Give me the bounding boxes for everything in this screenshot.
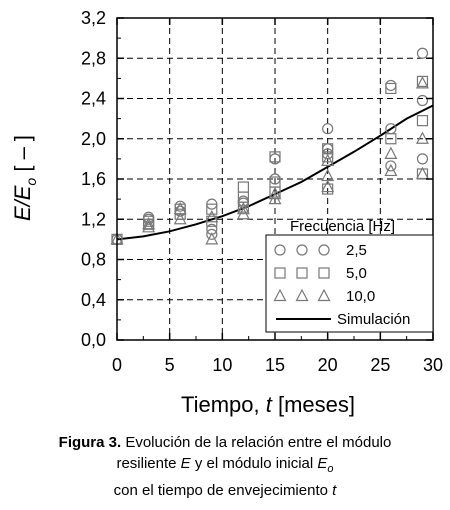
point-circle [385,160,397,172]
point-triangle [205,209,219,223]
legend-marker-circle [296,244,308,256]
point-circle [206,228,218,240]
point-triangle [268,191,282,205]
y-tick-label: 3,2 [81,8,106,28]
point-square [385,133,397,145]
point-triangle [321,179,335,193]
legend-box [265,234,434,333]
x-tick-label: 10 [212,355,232,375]
point-square [385,82,397,95]
y-tick-label: 2,0 [81,129,106,149]
point-circle [322,123,334,135]
caption-line-2: resiliente E y el módulo inicial Eo [116,455,334,475]
point-triangle [205,232,219,245]
x-tick-label: 30 [423,355,443,375]
figure-caption: Figura 3. Evolución de la relación entre… [0,432,450,501]
point-circle [416,153,429,165]
legend: Frecuencia [Hz] 2,5 5,0 10,0 Simulación [265,218,434,333]
x-tick-label: 15 [265,355,285,375]
x-tick-label: 25 [370,355,390,375]
x-tick-label: 5 [165,355,175,375]
legend-label: 10,0 [346,288,375,305]
point-triangle [268,186,282,200]
point-square [416,115,429,127]
tick-labels: 0 5 10 15 20 25 30 0,0 0,4 0,8 1,2 1,6 2,0 2,4 2,8 3,2 [81,8,443,375]
legend-label: 2,5 [346,242,367,259]
point-triangle [142,220,156,233]
y-tick-label: 2,8 [81,48,106,68]
legend-marker-triangle [273,288,287,302]
point-square [237,181,249,193]
point-circle [416,47,429,59]
legend-marker-circle [318,244,330,256]
point-square [206,203,218,215]
y-tick-label: 0,8 [81,250,106,270]
caption-line-3: con el tiempo de envejecimiento t [113,482,337,499]
point-triangle [236,201,250,215]
legend-marker-triangle [317,288,331,302]
chart: 0 5 10 15 20 25 300,00,40,81,21,62,02,42,83,2 … [10,8,443,417]
point-square [322,151,334,163]
data-points [110,47,429,245]
x-tick-label: 0 [112,355,122,375]
y-tick-label: 1,6 [81,169,106,189]
legend-marker-circle [274,244,286,256]
legend-label: 5,0 [346,265,367,282]
y-tick-label: 0,0 [81,330,106,350]
point-circle [416,94,429,107]
legend-title: Frecuencia [Hz] [290,218,395,235]
point-triangle [415,166,429,180]
point-triangle [142,216,156,230]
caption-line-1: Figura 3. Evolución de la relación entre… [58,434,392,451]
point-triangle [384,163,398,177]
legend-marker-square [296,267,308,279]
x-tick-label: 20 [318,355,338,375]
axis-ticks [116,17,434,341]
legend-label: Simulación [337,311,410,328]
legend-marker-triangle [295,288,309,302]
y-tick-label: 0,4 [81,290,106,310]
point-triangle [173,211,187,225]
point-circle [385,79,397,92]
legend-marker-square [318,267,330,279]
y-tick-label: 1,2 [81,209,106,229]
y-axis-title: E/Eo [ – ] [10,135,39,221]
x-axis-title: Tiempo, t [meses] [181,392,355,417]
legend-marker-square [274,267,286,279]
point-triangle [321,153,335,166]
point-square [322,183,334,195]
point-triangle [236,206,250,220]
point-triangle [384,146,398,159]
point-triangle [415,76,429,89]
y-tick-label: 2,4 [81,89,106,109]
point-triangle [415,131,429,144]
point-square [269,151,281,163]
